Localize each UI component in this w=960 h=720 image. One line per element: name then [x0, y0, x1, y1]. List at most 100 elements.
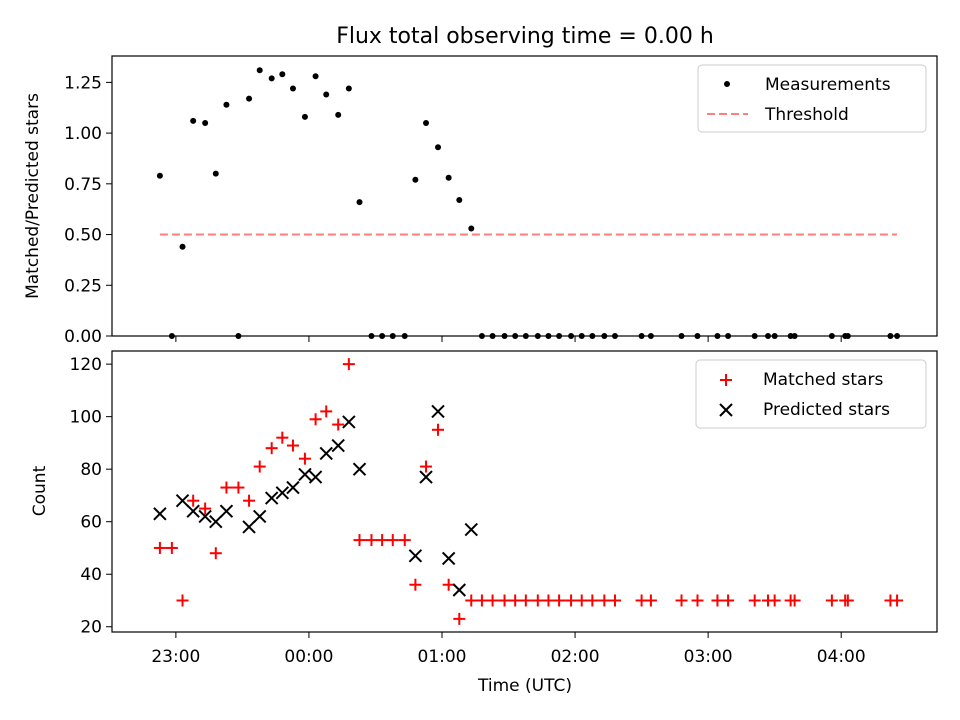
matched-star-point [276, 431, 289, 444]
predicted-star-point [464, 522, 478, 537]
predicted-star-point [408, 549, 423, 563]
predicted-star-point [198, 509, 212, 524]
measurement-point [212, 170, 219, 177]
measurement-point [412, 176, 419, 183]
bottom-x-tick-label: 00:00 [284, 647, 333, 667]
matched-star-point [176, 594, 189, 607]
measurement-point [751, 333, 758, 339]
matched-star-point [825, 594, 838, 607]
bottom-plot-frame [111, 350, 938, 633]
measurement-point [478, 333, 485, 339]
predicted-star-mark [298, 467, 312, 482]
matched-star-point [420, 460, 433, 473]
predicted-star-point [431, 404, 445, 419]
top-y-tick-label: 0.75 [64, 175, 102, 195]
measurement-point [423, 119, 430, 126]
bottom-y-tick-label: 40 [80, 565, 102, 585]
matched-star-point [342, 358, 355, 371]
matched-star-point [353, 534, 366, 547]
predicted-star-mark [431, 404, 445, 419]
legend-matched-marker [720, 374, 732, 386]
matched-star-point [575, 594, 588, 607]
predicted-star-mark [408, 549, 423, 563]
predicted-star-mark [331, 438, 345, 453]
measurement-point [168, 333, 175, 339]
matched-star-point [475, 594, 488, 607]
predicted-star-point [153, 507, 167, 521]
matched-star-point [498, 594, 511, 607]
predicted-star-point [175, 493, 190, 508]
bottom-y-tick-label: 80 [80, 460, 102, 480]
measurement-point [235, 333, 242, 339]
measurement-point [323, 91, 330, 98]
bottom-x-tick-label: 04:00 [817, 647, 866, 667]
measurement-point [714, 333, 721, 339]
matched-star-point [768, 594, 781, 607]
measurement-point [611, 333, 618, 339]
predicted-star-mark [464, 522, 478, 537]
measurement-point [202, 119, 209, 126]
matched-star-point [253, 460, 266, 473]
top-panel: Flux total observing time = 0.00 h 0.000… [23, 24, 938, 347]
measurement-point [578, 333, 585, 339]
measurement-point [445, 174, 452, 181]
matched-star-point [398, 534, 411, 547]
top-y-tick-label: 1.00 [64, 124, 102, 144]
measurement-point [289, 85, 296, 92]
matched-star-point [841, 594, 854, 607]
matched-star-point [432, 423, 445, 436]
matched-star-point [409, 578, 422, 591]
predicted-star-point [452, 583, 467, 597]
predicted-star-point [352, 462, 367, 476]
measurement-point [887, 333, 894, 339]
measurement-point [256, 67, 263, 74]
matched-star-point [376, 534, 389, 547]
measurement-point [678, 333, 685, 339]
measurement-point [545, 333, 552, 339]
matched-star-point [565, 594, 578, 607]
measurement-point [279, 71, 286, 78]
predicted-star-mark [419, 470, 433, 484]
matched-star-point [199, 502, 212, 515]
legend-measurements-label: Measurements [765, 75, 891, 95]
measurement-point [468, 225, 475, 232]
legend-measurements-marker [724, 81, 730, 87]
matched-star-point [586, 594, 599, 607]
measurement-point [401, 333, 408, 339]
predicted-star-mark [175, 493, 190, 508]
predicted-star-point [298, 467, 312, 482]
matched-star-point [309, 413, 322, 426]
legend-predicted-marker [719, 403, 733, 417]
predicted-star-point [186, 504, 200, 518]
predicted-star-point [342, 415, 356, 429]
predicted-star-mark [319, 446, 333, 461]
bottom-panel: 20 40 60 80 100 120 23:00 00:00 01:00 02:00 03:00… [30, 350, 938, 696]
matched-star-point [386, 534, 399, 547]
measurement-point [534, 333, 541, 339]
top-legend-box [697, 64, 927, 133]
bottom-y-axis-label: Count [30, 465, 50, 516]
legend-predicted-label: Predicted stars [763, 400, 890, 420]
predicted-star-point [219, 504, 234, 518]
predicted-star-point [308, 470, 323, 484]
measurement-point [647, 333, 654, 339]
top-legend: Measurements Threshold [697, 64, 927, 133]
predicted-star-point [264, 491, 279, 505]
measurement-point [356, 199, 363, 206]
bottom-y-tick-label: 20 [80, 618, 102, 638]
predicted-star-mark [198, 509, 212, 524]
predicted-star-mark [275, 486, 290, 500]
predicted-star-point [275, 486, 290, 500]
bottom-y-tick-label: 100 [70, 408, 102, 428]
top-y-tick-label: 1.25 [64, 73, 102, 93]
measurement-point [312, 73, 319, 80]
measurement-point [190, 117, 197, 124]
bottom-x-axis: 23:00 00:00 01:00 02:00 03:00 04:00 [151, 632, 866, 667]
matched-star-point [286, 439, 299, 452]
top-y-axis-label: Matched/Predicted stars [23, 93, 43, 299]
measurement-point [791, 333, 798, 339]
predicted-star-point [419, 470, 433, 484]
matched-star-point [298, 452, 311, 465]
bottom-y-tick-label: 120 [70, 355, 102, 375]
